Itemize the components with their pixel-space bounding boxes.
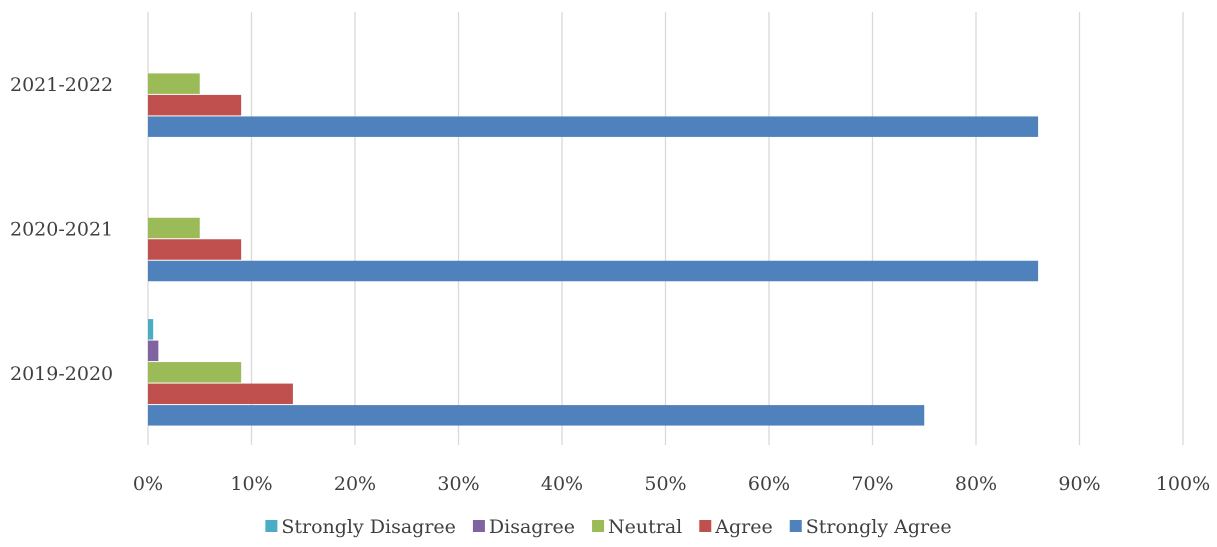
x-tick-label: 90% — [1058, 473, 1100, 495]
x-tick-label: 80% — [955, 473, 997, 495]
legend-swatch-strongly-disagree — [265, 520, 278, 532]
x-tick-label: 20% — [334, 473, 376, 495]
x-tick-label: 100% — [1156, 473, 1210, 495]
legend-swatch-neutral — [592, 520, 605, 532]
bar-disagree-2019-2020 — [148, 340, 159, 362]
legend-label-strongly-agree: Strongly Agree — [806, 516, 952, 538]
x-tick-label: 60% — [748, 473, 790, 495]
bars — [148, 73, 1039, 426]
legend-label-strongly-disagree: Strongly Disagree — [281, 516, 456, 538]
x-tick-label: 10% — [230, 473, 272, 495]
bar-agree-2020-2021 — [148, 239, 242, 260]
legend-swatch-strongly-agree — [789, 520, 802, 532]
bar-agree-2021-2022 — [148, 94, 242, 116]
gridlines — [147, 12, 1184, 445]
bar-neutral-2021-2022 — [148, 73, 200, 94]
x-tick-label: 40% — [541, 473, 583, 495]
category-label: 2020-2021 — [10, 219, 113, 241]
x-tick-label: 30% — [437, 473, 479, 495]
bar-neutral-2019-2020 — [148, 362, 242, 383]
x-tick-labels: 0% 10% 20% 30% 40% 50% 60% 70% 80% 90% 100% — [133, 473, 1210, 495]
legend: Strongly Disagree Disagree Neutral Agree Str… — [265, 516, 952, 538]
bar-agree-2019-2020 — [148, 383, 293, 405]
legend-label-agree: Agree — [714, 516, 772, 538]
bar-strongly-agree-2021-2022 — [148, 116, 1039, 137]
bar-strongly-agree-2020-2021 — [148, 260, 1039, 282]
legend-label-disagree: Disagree — [489, 516, 575, 538]
x-tick-label: 50% — [644, 473, 686, 495]
category-label: 2021-2022 — [10, 74, 113, 96]
bar-neutral-2020-2021 — [148, 217, 200, 239]
bar-strongly-disagree-2019-2020 — [148, 319, 154, 340]
x-tick-label: 70% — [851, 473, 893, 495]
x-tick-label: 0% — [133, 473, 163, 495]
legend-swatch-agree — [699, 520, 712, 532]
legend-label-neutral: Neutral — [608, 516, 682, 538]
category-labels: 2019-2020 2020-2021 2021-2022 — [10, 74, 113, 385]
bar-strongly-agree-2019-2020 — [148, 405, 925, 426]
legend-swatch-disagree — [472, 520, 485, 532]
category-label: 2019-2020 — [10, 363, 113, 385]
